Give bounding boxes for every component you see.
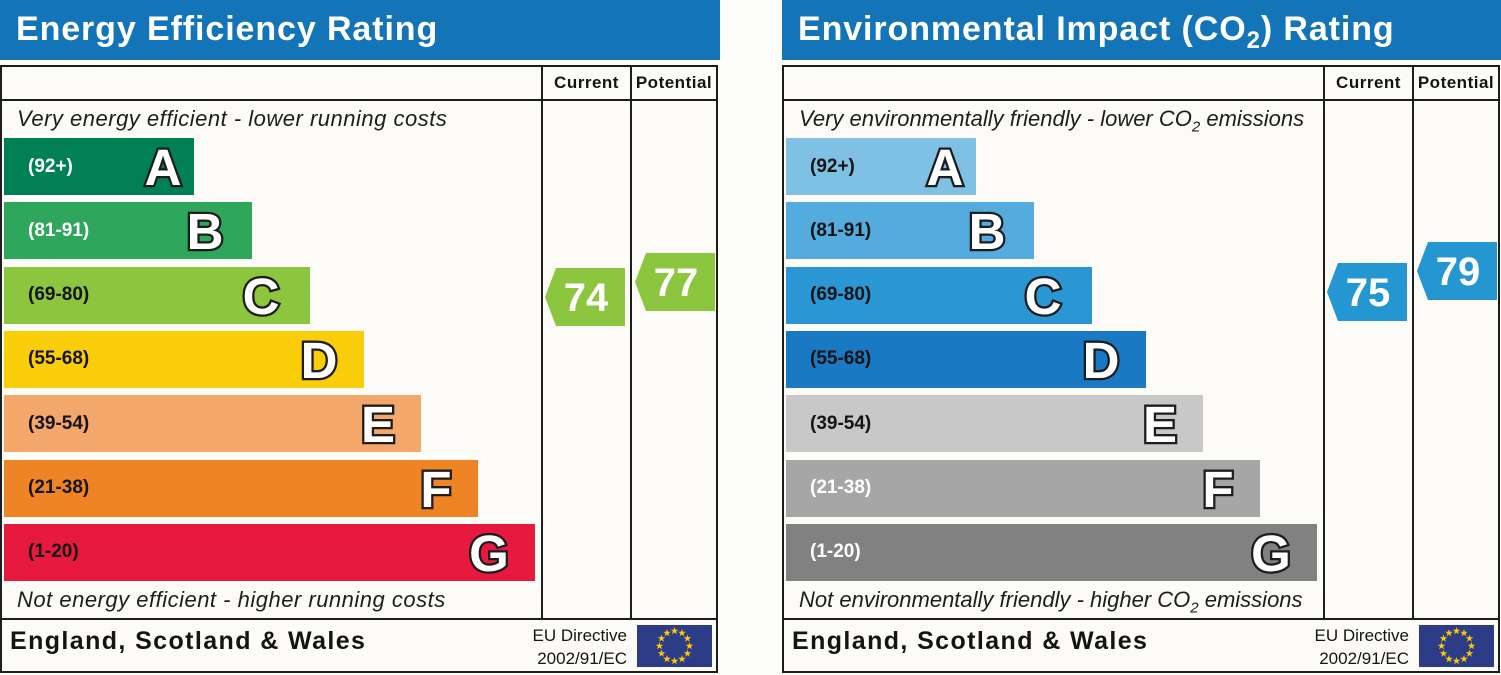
svg-text:77: 77 (654, 261, 699, 305)
svg-text:B: B (968, 203, 1005, 259)
svg-text:G: G (1251, 525, 1291, 581)
svg-text:D: D (1082, 332, 1119, 388)
svg-text:75: 75 (1346, 271, 1391, 315)
svg-text:D: D (300, 332, 337, 388)
svg-text:C: C (1025, 268, 1062, 324)
svg-text:F: F (1202, 461, 1233, 517)
svg-text:C: C (243, 268, 280, 324)
svg-text:E: E (361, 396, 395, 452)
svg-text:A: A (145, 139, 182, 195)
svg-text:E: E (1143, 396, 1177, 452)
svg-text:79: 79 (1436, 250, 1481, 294)
svg-text:B: B (186, 203, 223, 259)
svg-text:G: G (469, 525, 509, 581)
svg-text:A: A (927, 139, 964, 195)
svg-text:F: F (420, 461, 451, 517)
svg-text:74: 74 (564, 276, 609, 320)
